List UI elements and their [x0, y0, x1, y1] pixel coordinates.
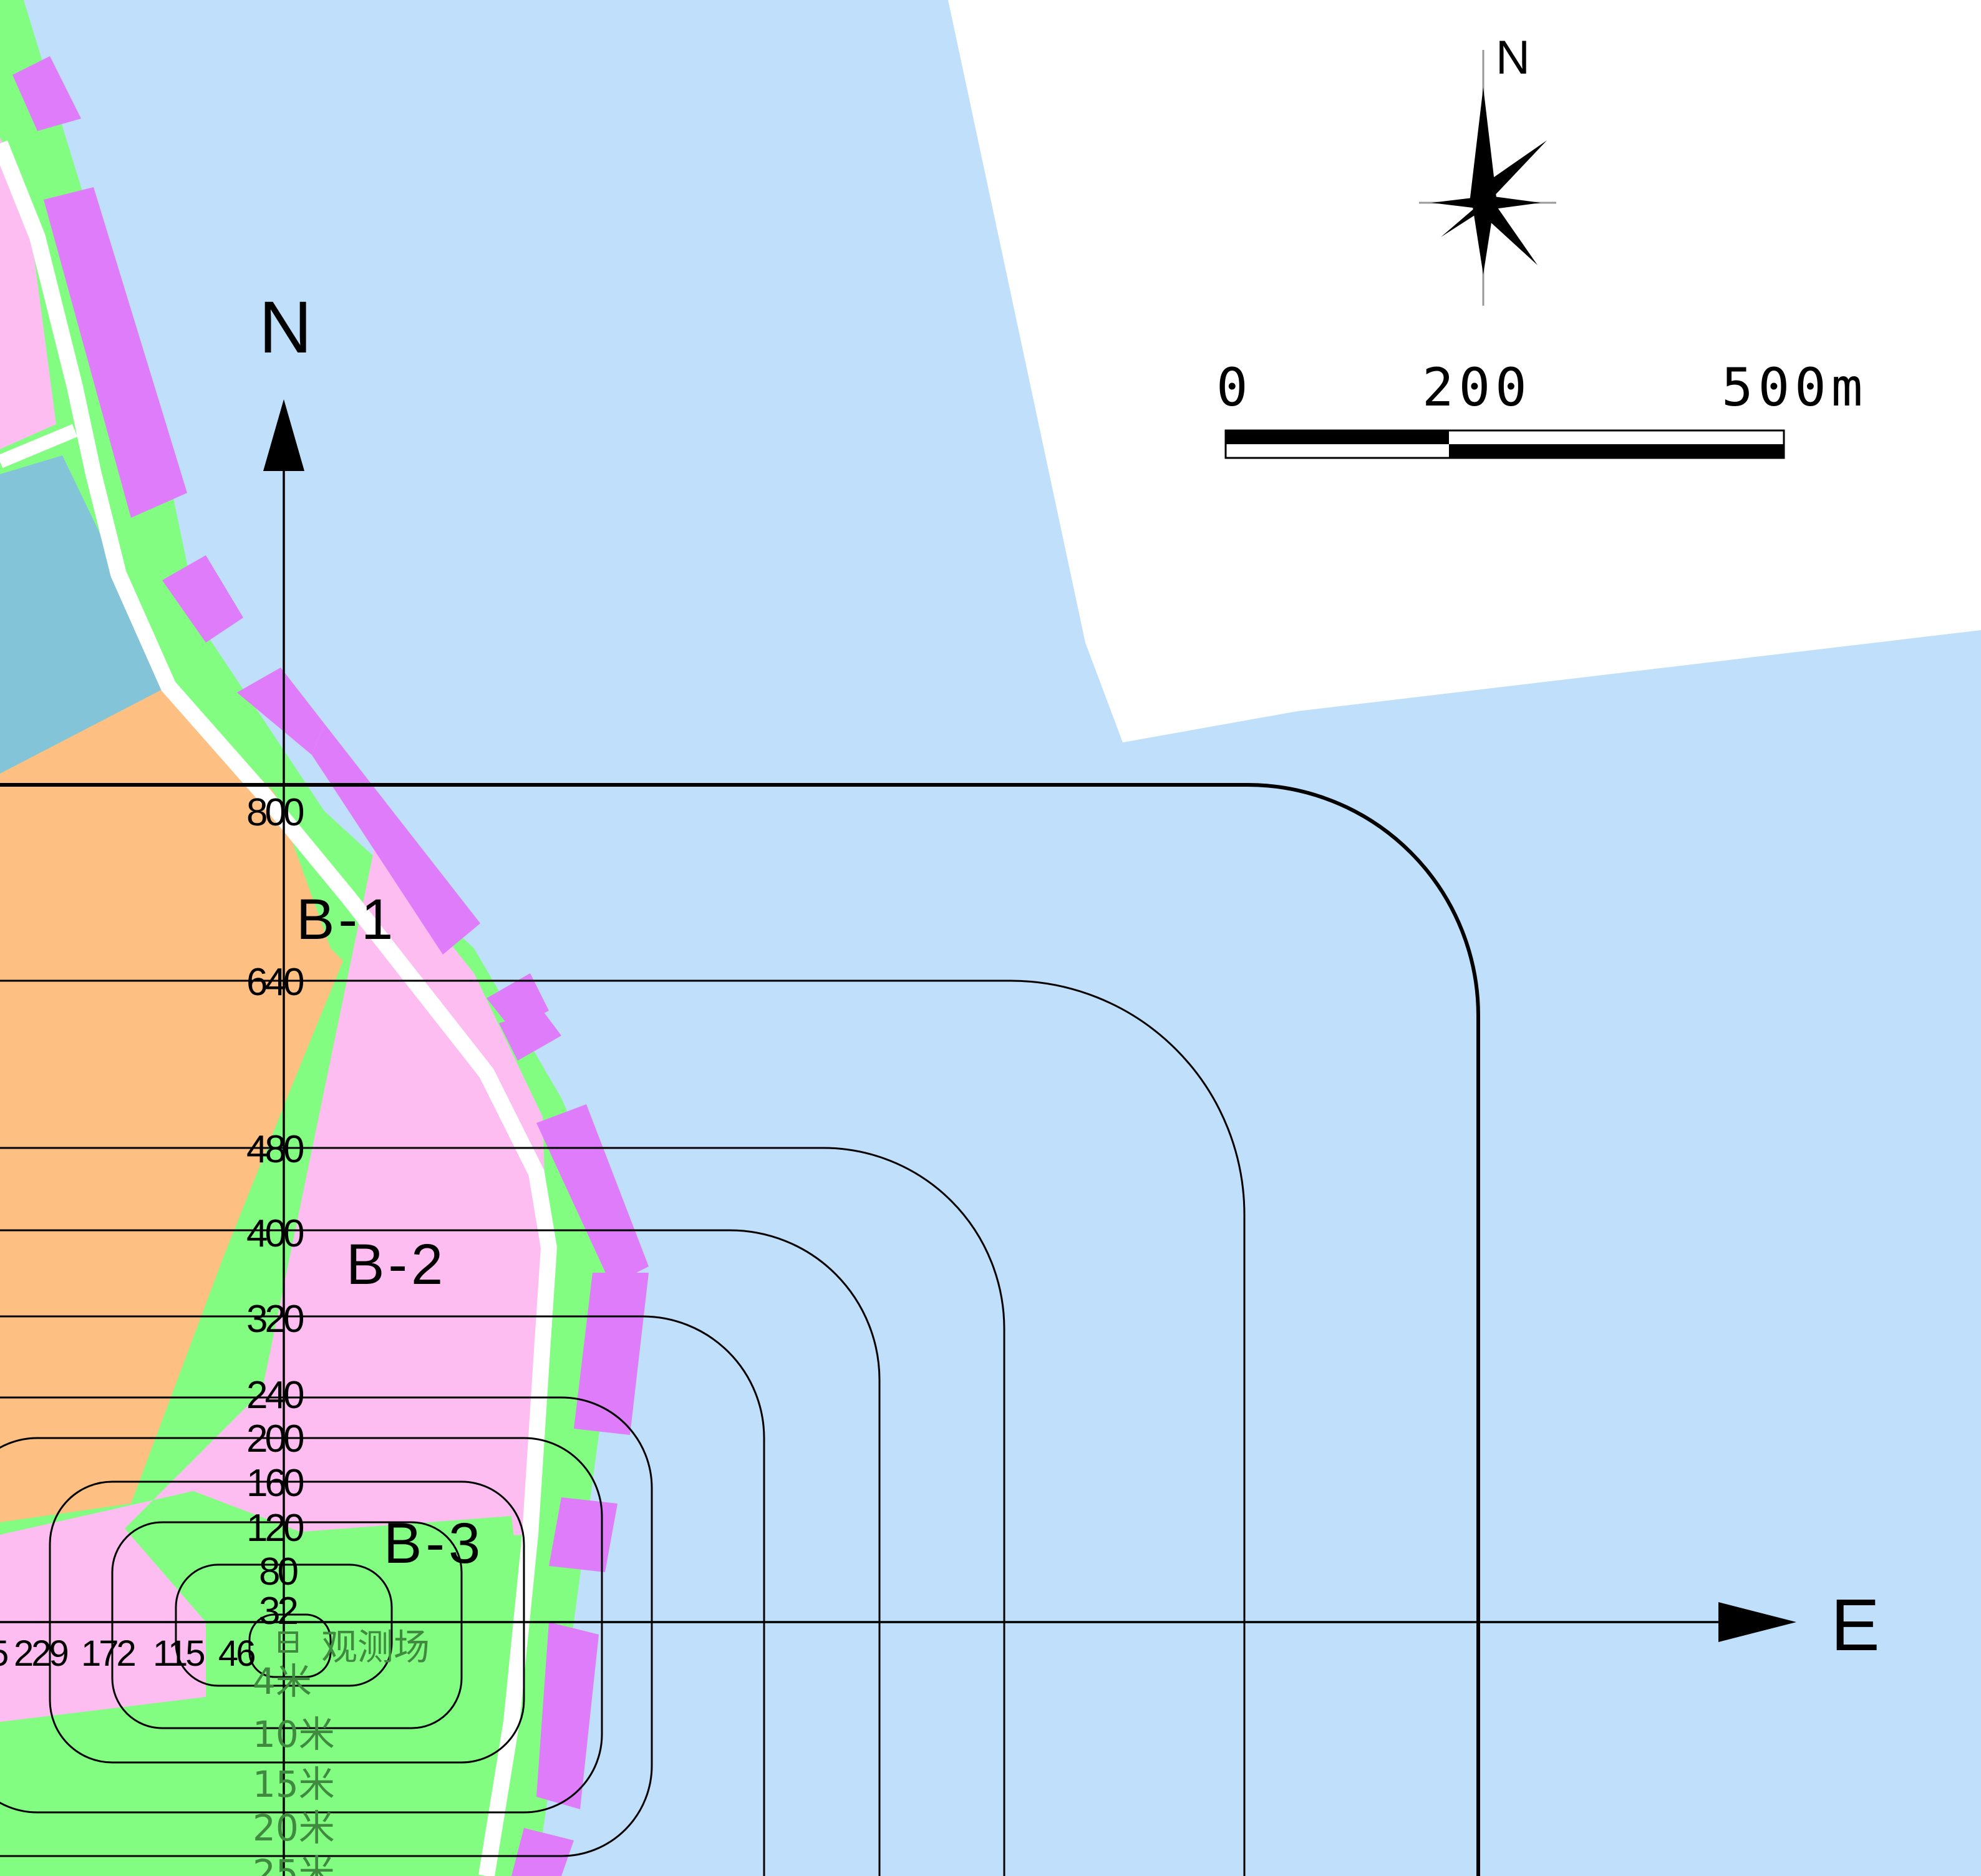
compass-e-point [1485, 195, 1541, 210]
contour-120 [111, 1521, 463, 1729]
compass-north-point [1470, 87, 1497, 203]
shoreline-strip [44, 187, 187, 518]
north-axis-label: N [259, 286, 312, 369]
residential-zone-northwest [0, 137, 56, 449]
shoreline-strip [536, 1622, 599, 1809]
contour-400 [0, 1229, 881, 1876]
plot-label-b1: B-1 [296, 888, 397, 951]
height-label-15m: 15米 [253, 1763, 335, 1806]
shoreline-strip [162, 555, 243, 643]
road [0, 140, 557, 1876]
contour-label-800: 800 [246, 791, 304, 834]
scale-bar-tick-200: 200 [1422, 357, 1532, 418]
observation-site-label: 观测场 [321, 1626, 430, 1668]
shoreline-strip [536, 1104, 649, 1285]
north-axis-arrowhead [263, 399, 304, 471]
contour-160 [49, 1480, 525, 1764]
contour-label-320: 320 [246, 1298, 304, 1341]
green-space-b3 [0, 1516, 524, 1876]
road-branch [0, 424, 78, 469]
compass-w-point [1431, 197, 1483, 209]
contour-distance-labels: 800 640 480 400 320 240 200 160 120 80 3… [246, 791, 307, 1633]
contour-640 [0, 979, 1246, 1876]
contour-label-240: 240 [246, 1374, 304, 1417]
contour-240 [0, 1396, 653, 1857]
shoreline-strips [12, 56, 649, 1876]
coordinate-axes: N E [0, 286, 1880, 1876]
contour-lines [0, 783, 1480, 1876]
scale-bar: 0 200 500m [1216, 357, 1867, 459]
shoreline-strip [574, 1273, 649, 1435]
contour-label-640: 640 [246, 961, 304, 1004]
scale-bar-segment-2 [1449, 444, 1784, 458]
contour-32 [248, 1613, 332, 1678]
shoreline-strip [511, 1828, 574, 1876]
contour-80 [175, 1563, 393, 1687]
west-distance-labels: 5 229 172 115 46 [0, 1633, 257, 1674]
contour-label-200: 200 [246, 1417, 304, 1460]
contour-label-400: 400 [246, 1212, 304, 1255]
shoreline-strip [312, 724, 480, 955]
east-axis-label: E [1831, 1584, 1880, 1666]
compass-south-point [1472, 203, 1494, 275]
shoreline-strip [237, 668, 324, 755]
compass-se-point [1480, 200, 1538, 265]
west-distance-label: 229 [14, 1633, 68, 1674]
west-distance-label: 115 [153, 1633, 204, 1674]
contour-label-120: 120 [246, 1507, 304, 1550]
scale-bar-tick-0: 0 [1216, 357, 1253, 418]
contour-label-480: 480 [246, 1128, 304, 1171]
plot-label-b2: B-2 [346, 1233, 447, 1296]
height-labels: 4米 10米 15米 20米 25米 [253, 1660, 335, 1876]
plot-label-b3: B-3 [384, 1512, 484, 1575]
commercial-zone [0, 686, 343, 1522]
height-label-4m: 4米 [253, 1660, 312, 1703]
scale-bar-segment-1 [1226, 430, 1449, 444]
observation-site: 观测场 [278, 1626, 430, 1668]
compass-rose: N [1419, 31, 1556, 306]
scale-bar-tick-500m: 500m [1722, 357, 1867, 418]
contour-480 [0, 1147, 1005, 1876]
shoreline-strip [549, 1497, 618, 1572]
compass-sw-point [1441, 200, 1485, 237]
contour-320 [0, 1315, 765, 1876]
contour-label-80: 80 [259, 1550, 298, 1593]
shoreline-strip [12, 56, 81, 131]
compass-ne-point [1480, 140, 1547, 200]
height-label-10m: 10米 [253, 1713, 335, 1756]
plot-labels: B-1 B-2 B-3 [296, 888, 484, 1575]
teal-zone [0, 455, 168, 774]
east-axis-arrowhead [1718, 1602, 1796, 1642]
west-distance-label: 5 [0, 1633, 7, 1674]
compass-north-label: N [1496, 31, 1530, 84]
west-distance-label: 172 [81, 1633, 135, 1674]
contour-200 [0, 1437, 603, 1814]
shoreline-strip [499, 1011, 561, 1061]
residential-zone-central [0, 848, 549, 1722]
west-distance-label: 46 [218, 1633, 254, 1674]
contour-label-160: 160 [246, 1462, 304, 1505]
contour-label-32: 32 [259, 1590, 297, 1633]
height-label-20m: 20米 [253, 1807, 335, 1849]
height-label-25m: 25米 [253, 1852, 335, 1876]
contour-800 [0, 783, 1480, 1876]
